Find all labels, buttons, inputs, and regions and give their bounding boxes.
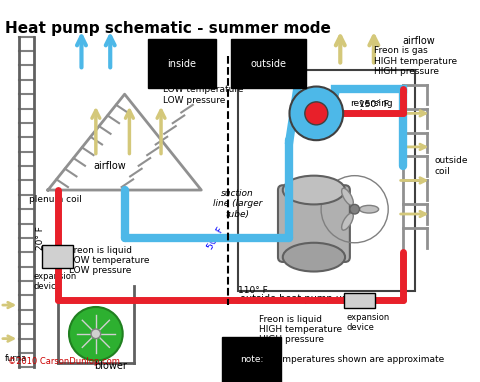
Text: airflow: airflow <box>94 161 127 171</box>
Text: plenum coil: plenum coil <box>29 195 82 204</box>
Text: Freon is liquid
LOW temperature
LOW pressure: Freon is liquid LOW temperature LOW pres… <box>69 246 149 275</box>
Circle shape <box>350 204 360 214</box>
Circle shape <box>69 307 123 361</box>
FancyBboxPatch shape <box>238 70 415 291</box>
FancyBboxPatch shape <box>42 245 73 268</box>
Text: expansion
device: expansion device <box>34 272 77 291</box>
Text: Freon is gas
LOW temperature
LOW pressure: Freon is gas LOW temperature LOW pressur… <box>163 75 243 105</box>
Text: furna: furna <box>5 354 27 363</box>
Text: 20° F: 20° F <box>36 226 46 250</box>
Text: reversing
valve: reversing valve <box>350 99 393 118</box>
Ellipse shape <box>283 176 345 204</box>
Circle shape <box>305 102 328 125</box>
Text: note:: note: <box>240 356 263 364</box>
Text: outside heat pump unit: outside heat pump unit <box>240 293 355 304</box>
Text: outside: outside <box>251 58 287 68</box>
Text: temperatures shown are approximate: temperatures shown are approximate <box>273 356 444 364</box>
Text: suction
line (larger
tube): suction line (larger tube) <box>213 189 263 219</box>
Text: inside: inside <box>168 58 197 68</box>
Ellipse shape <box>342 213 353 230</box>
Text: ©2010 CarsonDunlop.com: ©2010 CarsonDunlop.com <box>8 358 120 366</box>
Text: Freon is gas
HIGH temperature
HIGH pressure: Freon is gas HIGH temperature HIGH press… <box>374 46 457 76</box>
Text: 110° F: 110° F <box>238 286 267 296</box>
Text: 150° F: 150° F <box>359 100 389 108</box>
Text: Heat pump schematic - summer mode: Heat pump schematic - summer mode <box>5 21 331 36</box>
Circle shape <box>289 86 343 140</box>
Ellipse shape <box>283 243 345 272</box>
FancyBboxPatch shape <box>278 185 350 262</box>
FancyBboxPatch shape <box>344 293 375 308</box>
Circle shape <box>91 329 101 338</box>
Text: 50° F: 50° F <box>205 225 225 251</box>
Text: outside
coil: outside coil <box>434 156 468 176</box>
Text: airflow: airflow <box>403 36 435 47</box>
Text: blower: blower <box>94 361 127 371</box>
Text: Freon is liquid
HIGH temperature
HIGH pressure: Freon is liquid HIGH temperature HIGH pr… <box>259 315 342 345</box>
Text: expansion
device: expansion device <box>347 313 390 332</box>
Ellipse shape <box>360 206 379 213</box>
Ellipse shape <box>342 188 353 205</box>
